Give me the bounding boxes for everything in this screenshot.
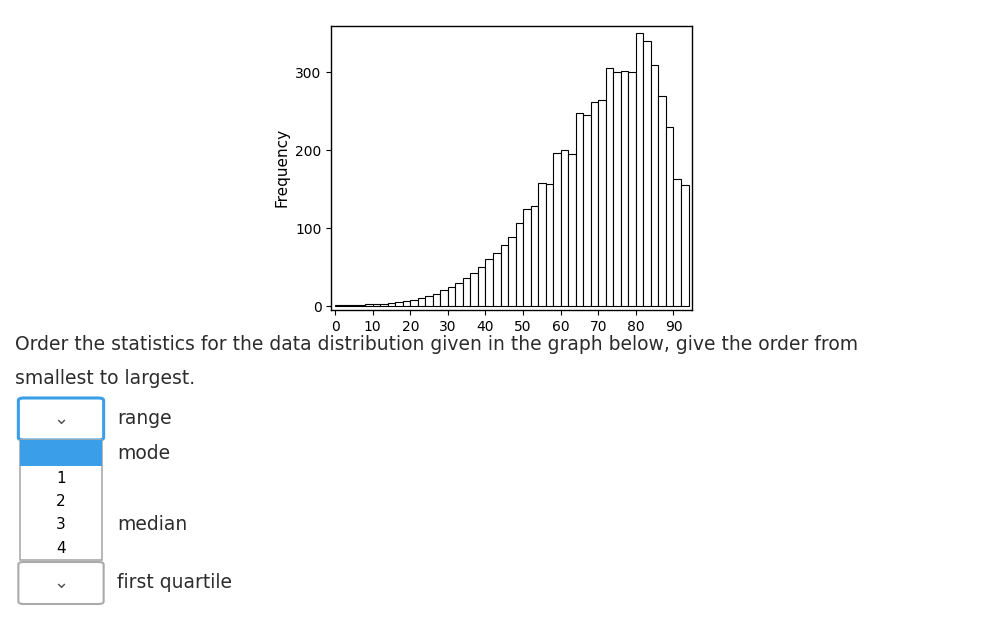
Bar [651,65,659,306]
Bar [576,113,584,306]
Bar [569,154,576,306]
Bar [666,127,674,306]
Text: 4: 4 [56,541,66,556]
FancyBboxPatch shape [20,440,102,560]
Bar [471,272,478,306]
Bar [515,222,523,306]
Bar [606,68,613,306]
Bar [455,282,463,306]
Bar [508,238,515,306]
Bar [388,303,396,306]
Bar [584,115,590,306]
Bar [590,102,598,306]
Bar [20,440,102,466]
Bar [358,305,365,306]
Text: ⌄: ⌄ [53,574,68,592]
Bar [628,72,636,306]
Bar [425,296,433,306]
Bar [365,304,373,306]
Y-axis label: Frequency: Frequency [275,128,290,207]
Bar [380,304,388,306]
Bar [463,278,471,306]
Text: median: median [117,516,187,534]
Bar [335,305,342,306]
Bar [448,286,455,306]
Bar [410,300,417,306]
Bar [644,41,651,306]
Text: first quartile: first quartile [117,573,231,592]
Text: 1: 1 [56,470,66,486]
Bar [561,150,569,306]
FancyBboxPatch shape [19,398,104,440]
Text: smallest to largest.: smallest to largest. [15,369,195,389]
Text: 3: 3 [56,518,66,532]
Bar [500,245,508,306]
FancyBboxPatch shape [19,562,104,604]
Bar [674,179,681,306]
Bar [681,185,688,306]
Bar [486,259,493,306]
Bar [433,293,440,306]
Bar [493,253,500,306]
Bar [546,183,553,306]
Bar [636,33,644,306]
Bar [403,302,410,306]
Text: Order the statistics for the data distribution given in the graph below, give th: Order the statistics for the data distri… [15,335,858,354]
Text: 2: 2 [56,494,66,509]
Bar [396,302,403,306]
Text: range: range [117,410,171,429]
Bar [478,267,486,306]
Bar [553,153,561,306]
Bar [342,305,350,306]
Bar [440,291,448,306]
Bar [538,183,546,306]
Bar [373,304,380,306]
Bar [598,100,606,306]
Bar [523,210,531,306]
Bar [613,72,621,306]
Bar [621,71,628,306]
Bar [531,206,538,306]
Bar [417,298,425,306]
Text: ⌄: ⌄ [53,410,68,428]
Text: mode: mode [117,443,170,463]
Bar [659,96,666,306]
Bar [350,305,358,306]
